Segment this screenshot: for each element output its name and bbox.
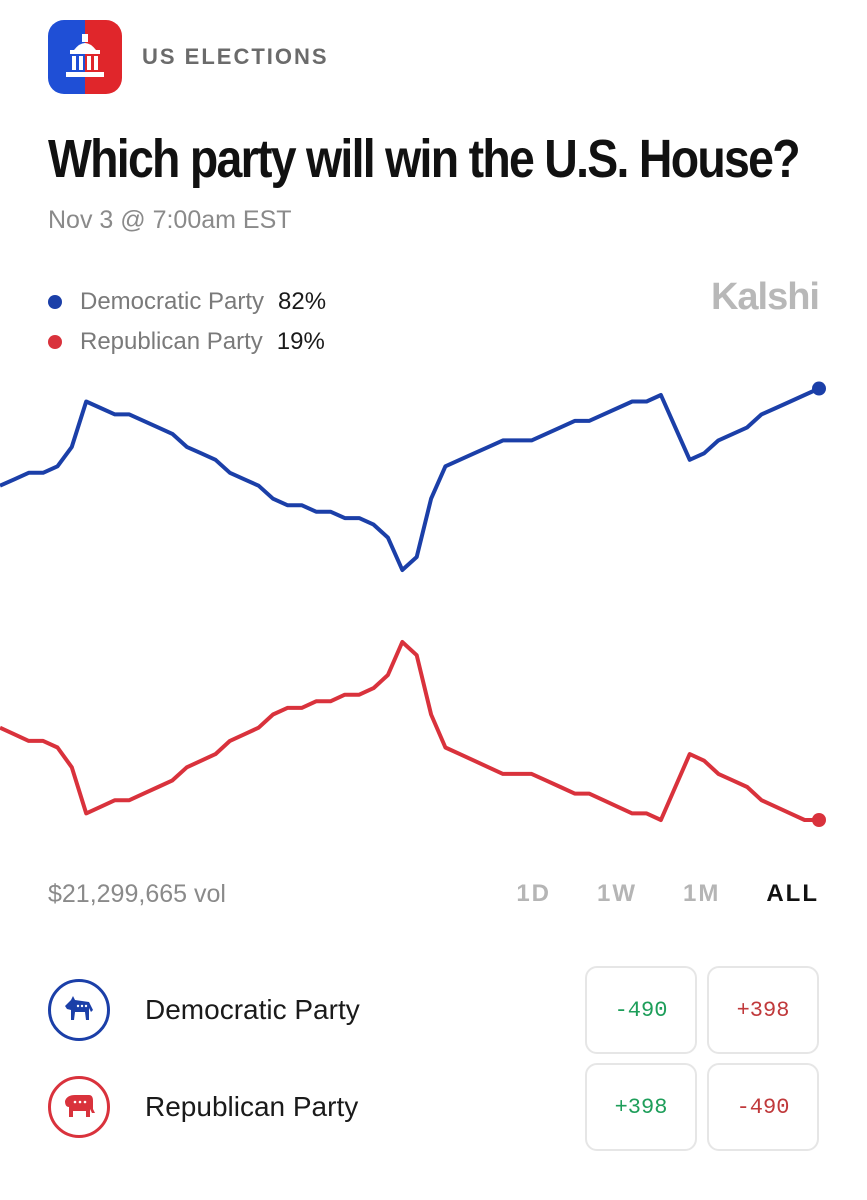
legend-value: 19% [276,328,325,355]
odds-value: -490 [736,1094,790,1120]
capitol-icon [48,20,122,94]
series-endpoint-democratic [812,381,826,396]
market-row-republican: Republican Party +398 -490 [48,1062,819,1152]
legend-item-democratic: Democratic Party 82% [48,282,326,322]
buy-yes-button[interactable]: -490 [585,966,697,1054]
legend-name: Republican Party [80,328,263,355]
market-name: Democratic Party [145,994,360,1025]
odds-value: +398 [736,997,790,1023]
volume-text: $21,299,665 vol [48,880,226,908]
brand-logo: Kalshi [710,276,820,318]
buy-yes-button[interactable]: +398 [585,1063,697,1151]
odds-value: +398 [614,1094,668,1120]
range-1m-button[interactable]: 1M [683,880,721,907]
market-row-democratic: Democratic Party -490 +398 [48,965,819,1055]
series-line-republican [0,640,819,822]
odds-value: -490 [614,997,668,1023]
page-title: Which party will win the U.S. House? [48,129,801,189]
elephant-icon [48,1076,110,1138]
market-name: Republican Party [145,1091,359,1122]
legend-name: Democratic Party [80,288,265,315]
price-chart [0,381,826,827]
range-1w-button[interactable]: 1W [597,880,637,907]
range-all-button[interactable]: ALL [766,880,819,907]
legend-item-republican: Republican Party 19% [48,322,326,362]
header: US ELECTIONS [48,20,329,94]
event-date: Nov 3 @ 7:00am EST [48,206,292,234]
buy-no-button[interactable]: -490 [707,1063,819,1151]
category-label: US ELECTIONS [142,44,329,69]
series-line-democratic [0,386,820,572]
legend-dot-democratic [48,295,62,309]
chart-legend: Democratic Party 82% Republican Party 19… [48,282,326,362]
legend-dot-republican [48,335,62,349]
buy-no-button[interactable]: +398 [707,966,819,1054]
time-range-selector: 1D 1W 1M ALL [470,880,819,908]
series-endpoint-republican [812,813,826,827]
legend-value: 82% [278,288,327,315]
range-1d-button[interactable]: 1D [516,880,551,907]
donkey-icon [48,979,110,1041]
